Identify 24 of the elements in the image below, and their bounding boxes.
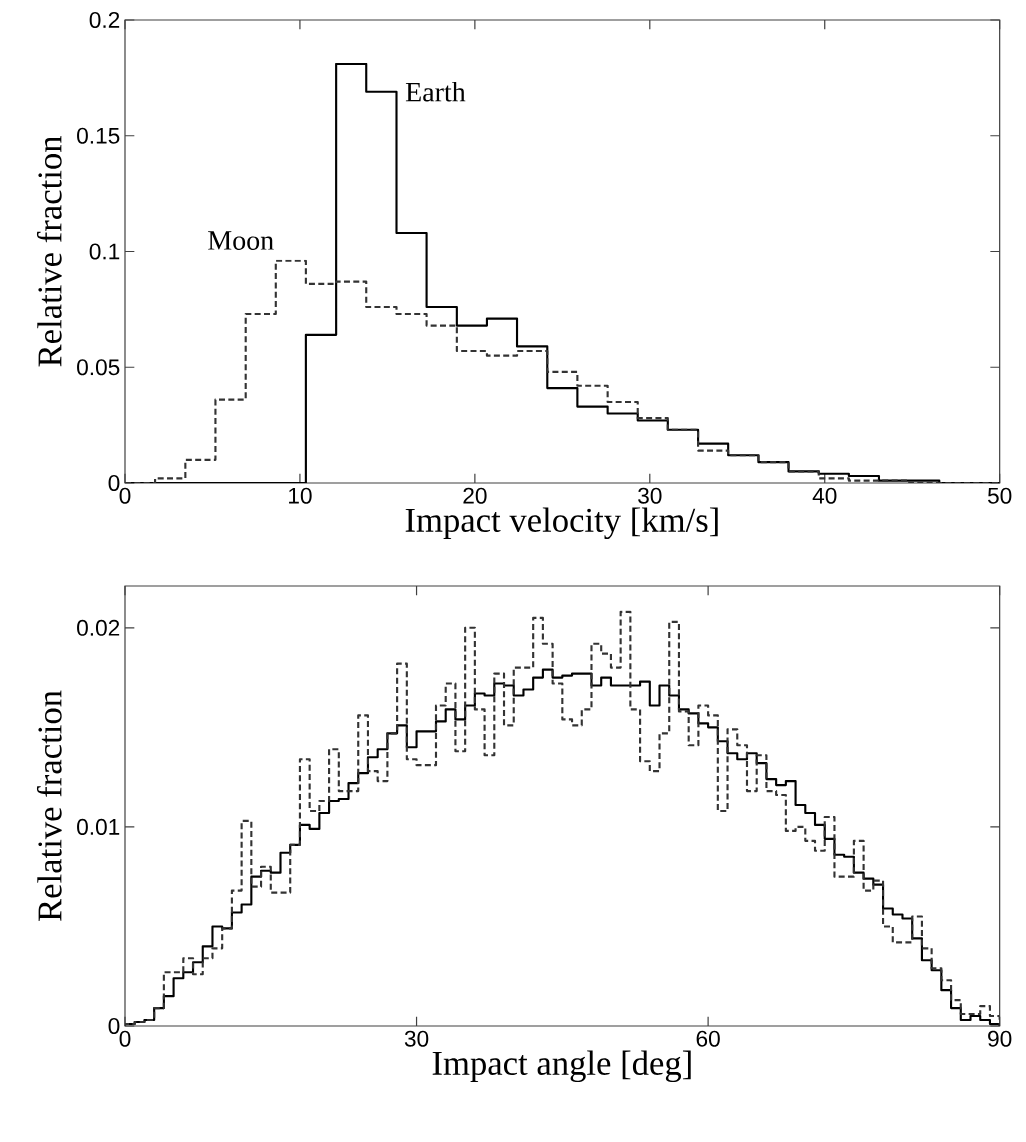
x-tick-label: 10	[289, 487, 312, 504]
y-tick-label: 0.2	[89, 11, 120, 29]
y-tick-label: 0.05	[77, 359, 120, 376]
y-tick-label: 0.15	[77, 127, 120, 144]
x-axis-title: Impact angle [deg]	[432, 1050, 691, 1083]
y-tick-label: 0.02	[77, 619, 120, 636]
x-tick-label: 20	[463, 487, 487, 504]
y-tick-label: 0	[108, 474, 120, 492]
y-tick-label: 0.01	[77, 818, 120, 835]
series-label: Earth	[405, 81, 466, 102]
x-tick-label: 0	[119, 487, 131, 504]
y-tick-label: 0.1	[89, 243, 120, 260]
x-tick-label: 60	[696, 1030, 720, 1047]
y-axis-title: Relative fraction	[36, 135, 62, 367]
x-tick-label: 90	[988, 1030, 1012, 1047]
y-tick-label: 0	[108, 1017, 120, 1035]
x-tick-label: 30	[638, 487, 662, 504]
series-label: Moon	[208, 231, 274, 250]
x-tick-label: 40	[812, 487, 837, 504]
x-axis-title: Impact velocity [km/s]	[405, 507, 718, 540]
y-axis-title: Relative fraction	[36, 690, 62, 921]
x-tick-label: 30	[404, 1030, 429, 1047]
x-tick-label: 0	[119, 1030, 131, 1047]
x-tick-label: 50	[987, 487, 1012, 504]
